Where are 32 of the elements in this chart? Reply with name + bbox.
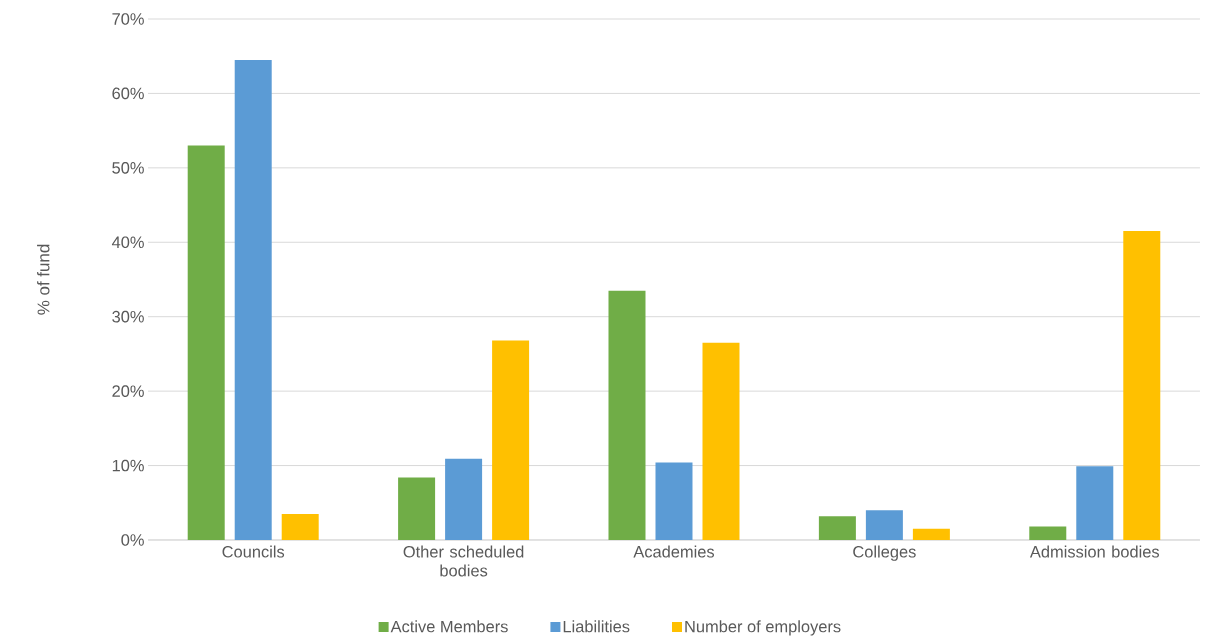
bar bbox=[187, 145, 225, 540]
y-tick-label: 40% bbox=[111, 236, 144, 249]
bar bbox=[281, 513, 319, 540]
bar bbox=[1123, 231, 1161, 540]
y-tick-label: 10% bbox=[112, 459, 144, 472]
y-tick-label: 0% bbox=[121, 534, 144, 546]
bar bbox=[234, 59, 272, 540]
y-tick-label: 20% bbox=[112, 385, 144, 397]
bar bbox=[608, 290, 646, 540]
y-axis-title: % of fund bbox=[37, 244, 50, 315]
y-tick-label: 30% bbox=[112, 310, 144, 323]
y-tick-label: 60% bbox=[112, 87, 144, 100]
bar bbox=[398, 477, 436, 540]
bar bbox=[655, 462, 693, 540]
bar bbox=[865, 510, 903, 540]
x-tick-label: Academies bbox=[633, 545, 715, 558]
bar bbox=[818, 516, 856, 540]
y-tick-label: 70% bbox=[112, 13, 144, 25]
bar bbox=[492, 340, 530, 540]
bar bbox=[912, 528, 950, 540]
x-tick-label: Colleges bbox=[853, 545, 916, 561]
x-tick-label: Councils bbox=[222, 545, 285, 558]
bar bbox=[1029, 526, 1067, 540]
bar bbox=[702, 342, 740, 540]
y-tick-label: 50% bbox=[112, 162, 144, 174]
x-tick-label: Admission bodies bbox=[1029, 545, 1160, 558]
legend-label: Number of employers bbox=[685, 620, 841, 636]
x-tick-label: Other scheduled bodies bbox=[403, 545, 524, 577]
bar bbox=[1076, 466, 1114, 540]
legend-label: Liabilities bbox=[563, 620, 630, 633]
legend-label: Active Members bbox=[390, 620, 508, 633]
bar bbox=[445, 458, 483, 540]
